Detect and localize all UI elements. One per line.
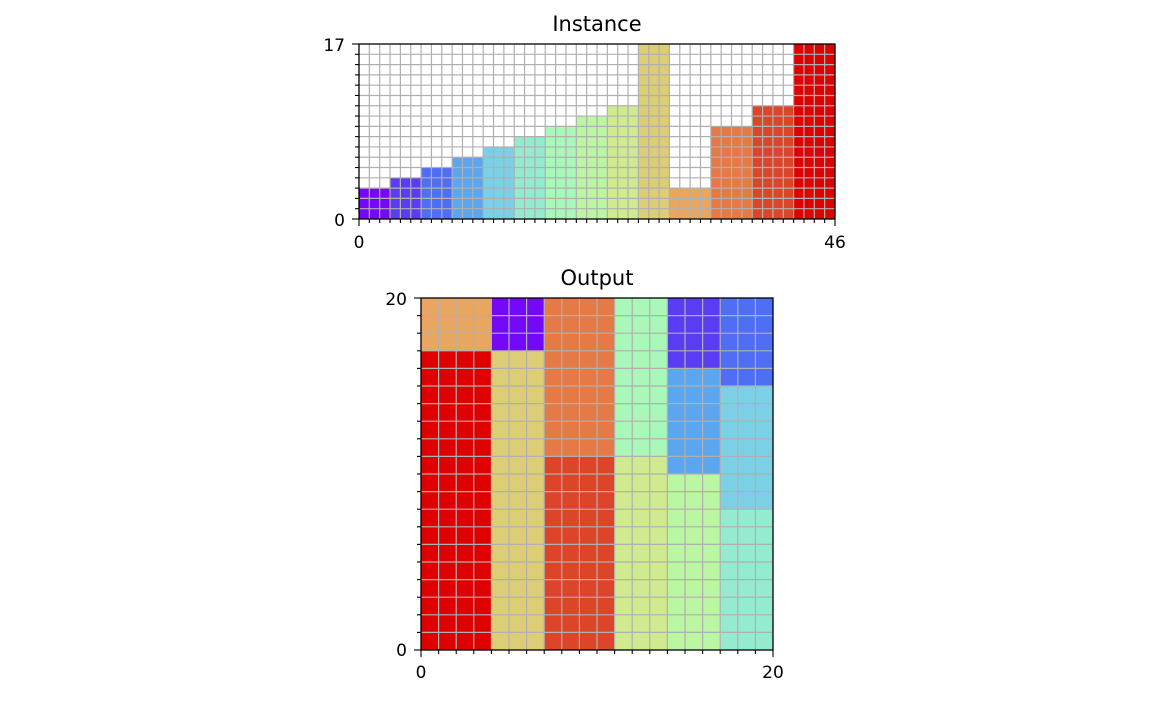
output-panel: Output 0 20 0 20 <box>385 266 783 683</box>
instance-y-tick-label-min: 0 <box>334 211 345 231</box>
instance-ticks <box>352 43 836 226</box>
output-tile-8 <box>614 298 668 457</box>
instance-bar-5 <box>483 146 515 219</box>
output-tile-13 <box>720 386 773 510</box>
output-tick-labels: 0 20 0 20 <box>385 290 783 683</box>
instance-x-tick-label-min: 0 <box>354 233 365 253</box>
instance-x-tick-label-max: 46 <box>824 233 846 253</box>
instance-bar-10 <box>638 44 670 219</box>
instance-bar-1 <box>359 188 391 219</box>
instance-tick-labels: 0 46 0 17 <box>323 36 845 253</box>
instance-title: Instance <box>552 12 641 36</box>
instance-panel: Instance 0 46 0 17 <box>323 12 845 253</box>
output-x-tick-label-min: 0 <box>416 663 427 683</box>
output-tile-3 <box>491 350 545 650</box>
output-grid <box>421 298 773 650</box>
instance-bar-9 <box>607 105 639 219</box>
instance-bar-3 <box>421 167 453 219</box>
output-y-tick-label-max: 20 <box>385 290 407 310</box>
output-x-tick-label-max: 20 <box>762 663 784 683</box>
instance-bar-7 <box>545 126 577 219</box>
output-tile-14 <box>720 298 773 386</box>
output-ticks <box>414 297 774 657</box>
output-y-tick-label-min: 0 <box>396 641 407 661</box>
instance-grid <box>359 44 835 219</box>
output-title: Output <box>561 266 634 290</box>
output-tile-7 <box>614 456 668 650</box>
output-tile-4 <box>491 298 545 351</box>
instance-y-tick-label-max: 17 <box>323 36 345 56</box>
